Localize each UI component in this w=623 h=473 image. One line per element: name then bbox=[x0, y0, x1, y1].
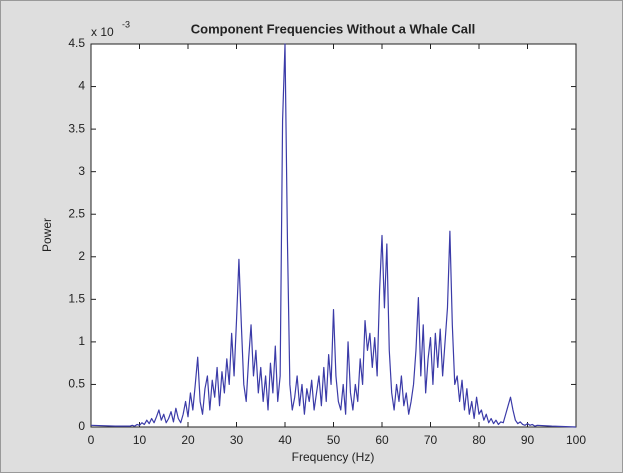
x-tick-label: 100 bbox=[566, 433, 586, 447]
y-tick-label: 4.5 bbox=[68, 36, 85, 50]
x-tick-label: 0 bbox=[88, 433, 95, 447]
data-line bbox=[90, 43, 577, 428]
x-tick-label: 10 bbox=[133, 433, 147, 447]
y-tick-label: 0.5 bbox=[68, 377, 85, 391]
x-axis-label: Frequency (Hz) bbox=[292, 450, 375, 464]
x-tick-label: 90 bbox=[521, 433, 535, 447]
y-tick-label: 2.5 bbox=[68, 206, 85, 220]
x-tick-label: 40 bbox=[278, 433, 292, 447]
y-tick-label: 0 bbox=[78, 419, 85, 433]
y-tick-label: 1.5 bbox=[68, 292, 85, 306]
y-tick-label: 3 bbox=[78, 164, 85, 178]
y-tick-label: 2 bbox=[78, 249, 85, 263]
x-tick-label: 60 bbox=[375, 433, 389, 447]
chart-title: Component Frequencies Without a Whale Ca… bbox=[191, 21, 475, 36]
y-axis-label: Power bbox=[40, 218, 54, 252]
axis-multiplier-exponent: -3 bbox=[122, 19, 130, 29]
y-tick-label: 3.5 bbox=[68, 121, 85, 135]
x-tick-label: 20 bbox=[181, 433, 195, 447]
y-tick-label: 4 bbox=[78, 79, 85, 93]
x-tick-label: 30 bbox=[230, 433, 244, 447]
plot-area bbox=[90, 43, 577, 428]
y-tick-label: 1 bbox=[78, 334, 85, 348]
x-tick-label: 70 bbox=[424, 433, 438, 447]
x-tick-label: 50 bbox=[327, 433, 341, 447]
x-tick-label: 80 bbox=[472, 433, 486, 447]
axis-multiplier: x 10 bbox=[91, 25, 114, 39]
